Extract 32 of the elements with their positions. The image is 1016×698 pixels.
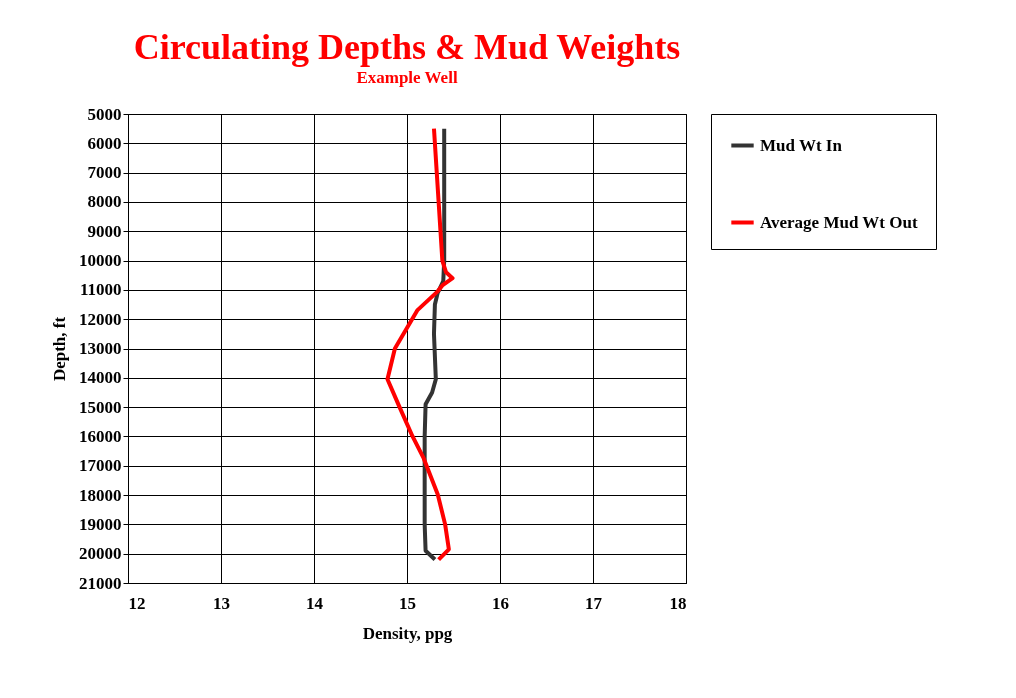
y-tick-label: 10000 — [79, 251, 122, 271]
y-tick-label: 13000 — [79, 339, 122, 358]
y-tick-label: 21000 — [79, 573, 122, 593]
legend-label: Mud Wt In — [760, 135, 843, 155]
y-tick-label: 18000 — [79, 485, 122, 505]
y-tick-label: 14000 — [79, 368, 122, 388]
x-tick-label: 18 — [669, 593, 687, 613]
x-tick-label: 14 — [306, 593, 324, 613]
y-tick-label: 6000 — [87, 133, 122, 153]
y-tick-label: 8000 — [87, 192, 122, 212]
y-tick-label: 15000 — [79, 397, 122, 417]
legend-label: Average Mud Wt Out — [760, 212, 918, 232]
y-tick-label: 11000 — [79, 280, 122, 300]
line-series — [422, 126, 447, 562]
y-tick-label: 16000 — [79, 426, 122, 446]
x-tick-label: 15 — [399, 593, 416, 613]
x-tick-label: 13 — [213, 593, 230, 613]
x-tick-label: 17 — [585, 593, 603, 613]
x-tick-label: 16 — [492, 593, 509, 613]
y-tick-label: 9000 — [87, 221, 122, 241]
x-tick-label: 12 — [128, 593, 146, 613]
chart-subtitle: Example Well — [356, 68, 458, 87]
y-tick-label: 17000 — [79, 456, 122, 476]
y-tick-label: 20000 — [79, 544, 122, 564]
y-axis-title: Depth, ft — [50, 316, 69, 382]
y-tick-label: 12000 — [79, 309, 122, 329]
y-tick-label: 7000 — [87, 163, 122, 183]
x-axis-title: Density, ppg — [362, 623, 453, 643]
line-series — [385, 126, 455, 562]
y-tick-label: 5000 — [87, 104, 122, 124]
chart-title: Circulating Depths & Mud Weights — [133, 27, 681, 67]
y-tick-label: 19000 — [79, 514, 122, 534]
